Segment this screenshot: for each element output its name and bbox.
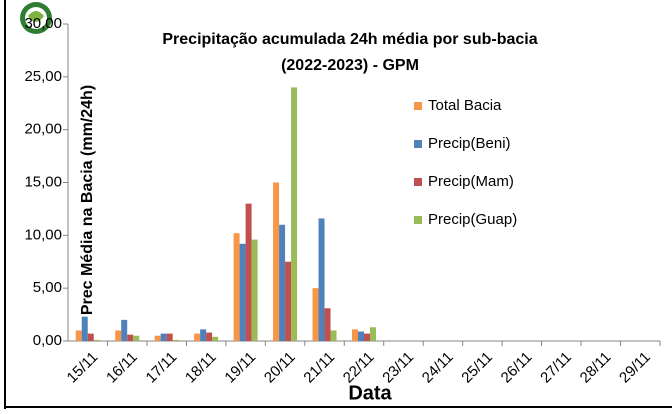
bar <box>127 334 134 341</box>
legend-swatch <box>414 178 422 186</box>
bar <box>166 333 173 341</box>
bar <box>251 239 258 341</box>
legend-label: Precip(Mam) <box>428 173 514 190</box>
bar <box>200 329 207 341</box>
y-tick-label: 10,00 <box>24 226 62 243</box>
bar <box>370 327 376 341</box>
bar <box>160 333 167 341</box>
bar <box>194 333 201 341</box>
x-axis-title: Data <box>348 382 392 404</box>
y-tick-label: 0,00 <box>33 332 62 349</box>
y-tick-label: 20,00 <box>24 121 62 138</box>
bar <box>358 331 364 341</box>
bar <box>273 182 280 341</box>
bar <box>115 330 122 341</box>
y-tick-label: 30,00 <box>24 15 62 32</box>
legend-swatch <box>414 102 422 110</box>
bar <box>81 316 88 341</box>
legend-label: Precip(Guap) <box>428 211 517 228</box>
bar <box>121 319 128 341</box>
bar <box>212 336 219 341</box>
bar <box>75 330 82 341</box>
legend-swatch <box>414 140 422 148</box>
y-tick-label: 5,00 <box>33 279 62 296</box>
bar <box>133 335 140 341</box>
chart-title: Precipitação acumulada 24h média por sub… <box>162 31 537 48</box>
bar <box>352 329 358 341</box>
bar <box>285 261 292 341</box>
bar <box>93 339 100 341</box>
bar <box>233 233 240 341</box>
bar <box>364 333 370 341</box>
bar <box>206 332 213 341</box>
bar <box>279 224 286 341</box>
legend-label: Precip(Beni) <box>428 135 511 152</box>
logo <box>20 2 52 34</box>
bar <box>312 288 319 341</box>
y-tick-label: 15,00 <box>24 173 62 190</box>
bar <box>318 218 325 341</box>
bar <box>330 330 337 341</box>
bar <box>87 333 94 341</box>
y-axis-title: Prec Média na Bacia (mm/24h) <box>79 85 96 315</box>
bar <box>324 308 331 341</box>
bar <box>154 335 161 341</box>
bar <box>239 243 246 341</box>
legend-swatch <box>414 216 422 224</box>
y-tick-label: 25,00 <box>24 68 62 85</box>
legend-label: Total Bacia <box>428 97 502 114</box>
bar <box>245 203 252 341</box>
chart-title: (2022-2023) - GPM <box>281 57 419 74</box>
bar <box>291 87 298 342</box>
bar <box>172 339 179 341</box>
